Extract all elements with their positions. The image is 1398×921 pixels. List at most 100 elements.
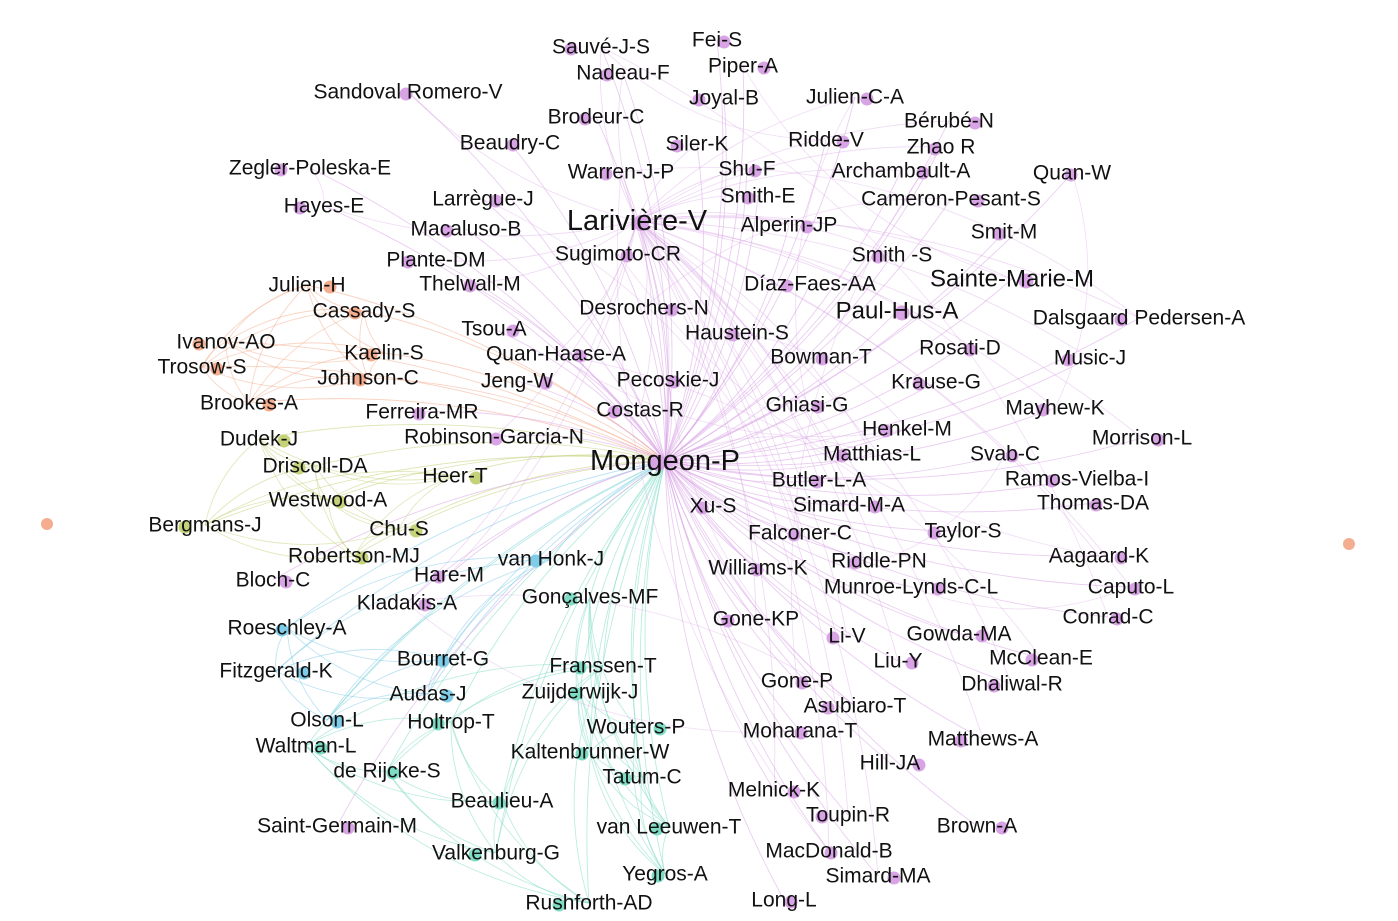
edge-purple-78-61 xyxy=(878,453,1006,562)
edge-mongeon-102 xyxy=(630,460,666,728)
node-dot xyxy=(794,726,808,740)
edge-mongeon-91 xyxy=(602,460,666,667)
node-label: Fitzgerald-K xyxy=(219,660,332,683)
node-dot xyxy=(670,139,684,153)
node-dot xyxy=(41,518,53,530)
node-dot xyxy=(912,758,926,772)
edge-blue-2-5 xyxy=(326,658,444,721)
edge-mongeon-23 xyxy=(465,228,666,462)
node-dot xyxy=(564,42,578,56)
edge-mongeon-10 xyxy=(664,143,704,462)
node-label: Chu-S xyxy=(369,518,429,541)
node-dot xyxy=(633,215,649,231)
edge-mongeon-61 xyxy=(664,453,1006,479)
edge-mongeon-6 xyxy=(664,96,856,462)
edge-teal-2-4 xyxy=(579,691,637,728)
node-label: Dalsgaard Pedersen-A xyxy=(1033,307,1245,330)
edge-purple-54-17 xyxy=(1054,172,1089,409)
edge-mongeon-22 xyxy=(636,220,670,462)
node-dot xyxy=(192,337,206,351)
edge-mongeon-52 xyxy=(639,409,666,462)
node-label: Wouters-P xyxy=(587,716,686,739)
edge-orange-1-4 xyxy=(201,310,365,368)
edge-mongeon-13 xyxy=(309,167,666,462)
edge-mongeon-38 xyxy=(664,332,738,462)
node-label: Beaulieu-A xyxy=(451,790,554,813)
node-dot xyxy=(887,871,901,885)
node-dot xyxy=(987,679,1001,693)
edge-mongeon-36 xyxy=(664,317,1140,462)
node-label: Caputo-L xyxy=(1088,576,1174,599)
node-dot xyxy=(401,255,415,269)
node-dot xyxy=(810,475,824,489)
edge-mongeon-117 xyxy=(495,460,666,854)
edge-lariviere-52 xyxy=(636,220,653,411)
edge-olive-0-1 xyxy=(258,438,316,467)
edge-teal-5-13 xyxy=(305,745,590,904)
node-dot xyxy=(274,163,288,177)
edge-blue-3-5 xyxy=(275,670,328,721)
node-label: Julien-H xyxy=(268,274,345,297)
node-dot xyxy=(1005,449,1019,463)
node-label: Holtrop-T xyxy=(407,711,495,734)
edge-lariviere-118 xyxy=(636,220,879,877)
node-label: Julien-C-A xyxy=(806,86,904,109)
node-label: Gone-KP xyxy=(713,608,799,631)
edge-purple-0-11 xyxy=(600,46,827,141)
edge-purple-3-32 xyxy=(742,65,1013,280)
edge-lariviere-110 xyxy=(636,220,776,791)
node-dot xyxy=(386,766,400,780)
node-label: Smith -S xyxy=(852,244,933,267)
node-label: Heer-T xyxy=(422,465,488,488)
node-dot xyxy=(1343,538,1355,550)
node-label: Larivière-V xyxy=(567,205,708,237)
node-label: Plante-DM xyxy=(386,249,485,272)
edge-lariviere-28 xyxy=(636,215,893,256)
edge-mongeon-39 xyxy=(225,341,666,462)
edge-teal-0-10 xyxy=(589,596,670,828)
edge-lariviere-24 xyxy=(636,211,790,226)
edge-lariviere-54 xyxy=(636,220,1056,409)
edge-blue-0-3 xyxy=(275,558,552,672)
edge-olive-2-6 xyxy=(353,475,456,557)
node-label: Alperin-JP xyxy=(741,214,838,237)
node-label: Bowman-T xyxy=(770,346,872,369)
edge-olive-1-2 xyxy=(314,465,456,485)
edge-mongeon-49 xyxy=(664,381,937,462)
edge-mongeon-115 xyxy=(664,460,978,827)
edge-olive-0-6 xyxy=(258,438,355,557)
node-dot xyxy=(1151,433,1165,447)
node-label: Pecoskie-J xyxy=(617,369,720,392)
edge-teal-3-9 xyxy=(450,721,503,802)
node-dot xyxy=(440,689,454,703)
edge-lariviere-42 xyxy=(555,220,638,355)
node-dot xyxy=(916,166,930,180)
node-dot xyxy=(178,520,192,534)
node-label: Zuijderwijk-J xyxy=(522,681,639,704)
edge-orange-1-2 xyxy=(225,308,365,343)
node-label: Melnick-K xyxy=(728,779,820,802)
node-dot xyxy=(971,194,985,208)
edge-mongeon-28 xyxy=(664,254,893,462)
edge-lariviere-10 xyxy=(636,143,698,222)
edge-mongeon-31 xyxy=(664,283,811,462)
node-dot xyxy=(492,796,506,810)
edge-teal-1-7 xyxy=(386,665,604,772)
edge-mongeon-40 xyxy=(664,347,961,462)
node-dot xyxy=(787,785,801,799)
node-dot xyxy=(275,623,289,637)
node-label: Joyal-B xyxy=(689,87,759,110)
node-label: Aagaard-K xyxy=(1049,545,1149,568)
edge-olive-0-3 xyxy=(258,438,329,501)
node-label: Driscoll-DA xyxy=(263,455,368,478)
node-label: Svab-C xyxy=(970,443,1040,466)
edge-lariviere-88 xyxy=(636,220,848,637)
edge-orange-4-5 xyxy=(201,366,369,389)
edge-mongeon-100 xyxy=(326,460,666,721)
edge-mongeon-42 xyxy=(555,353,666,462)
edge-mongeon-106 xyxy=(589,460,666,753)
edge-mongeon-0 xyxy=(600,46,669,462)
node-dot xyxy=(323,280,337,294)
node-label: Johnson-C xyxy=(317,367,419,390)
node-label: Waltman-L xyxy=(256,735,357,758)
